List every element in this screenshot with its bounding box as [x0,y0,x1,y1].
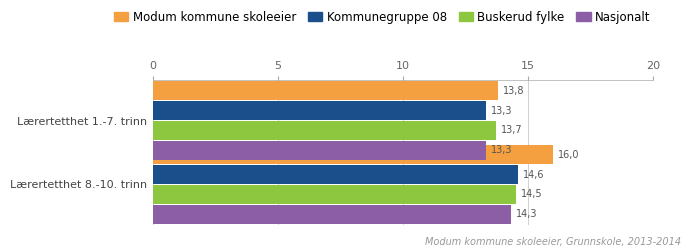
Text: 13,3: 13,3 [491,145,512,155]
Legend: Modum kommune skoleeier, Kommunegruppe 08, Buskerud fylke, Nasjonalt: Modum kommune skoleeier, Kommunegruppe 0… [109,6,655,28]
Bar [153,185,516,204]
Text: 14,6: 14,6 [523,170,545,179]
Text: 14,3: 14,3 [516,209,537,219]
Bar [153,145,553,164]
Bar [153,101,486,120]
Bar [153,205,511,224]
Bar [153,141,486,160]
Bar [153,82,498,100]
Text: 13,8: 13,8 [503,86,525,96]
Text: Modum kommune skoleeier, Grunnskole, 2013-2014: Modum kommune skoleeier, Grunnskole, 201… [425,238,681,248]
Text: 13,7: 13,7 [500,126,523,136]
Bar [153,165,518,184]
Text: 16,0: 16,0 [558,150,580,160]
Text: 13,3: 13,3 [491,106,512,116]
Text: 14,5: 14,5 [521,189,542,199]
Bar [153,121,496,140]
